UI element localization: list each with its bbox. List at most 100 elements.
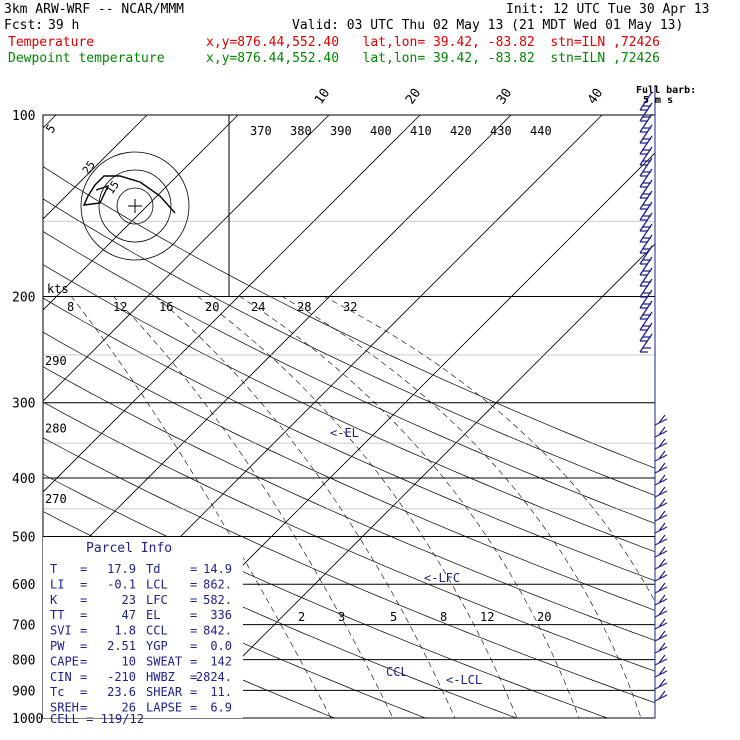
valid-time: Valid: 03 UTC Thu 02 May 13 (21 MDT Wed … (292, 18, 684, 33)
parcel-equals: = (80, 624, 87, 638)
parcel-equals: = (190, 624, 197, 638)
parcel-equals: = (80, 701, 87, 715)
parcel-equals: = (190, 593, 197, 607)
parcel-equals: = (190, 685, 197, 699)
wind-barb (654, 654, 668, 666)
parcel-equals: = (190, 639, 197, 653)
mixing-ratio-bottom-label: 5 (390, 610, 397, 624)
parcel-value: 336 (210, 608, 232, 622)
init-time: Init: 12 UTC Tue 30 Apr 13 (506, 2, 710, 17)
wind-speed-reference-line (322, 295, 655, 603)
parcel-label: Tc (50, 685, 64, 699)
hodograph-ring (80, 151, 190, 261)
parcel-box-bg (43, 537, 243, 718)
wind-speed-reference-line (112, 295, 394, 718)
parcel-value: 47 (122, 608, 136, 622)
isotherm-line (43, 115, 239, 311)
wind-barb (654, 414, 668, 426)
parcel-equals: = (80, 654, 87, 668)
theta-label: 410 (410, 124, 432, 138)
wind-barb (654, 582, 668, 594)
hodograph-ring-label: 15 (104, 178, 122, 196)
mixing-ratio-top-label: 12 (113, 300, 127, 314)
theta-label: 390 (330, 124, 352, 138)
pressure-tick-label: 800 (12, 654, 35, 669)
parcel-value: 11. (210, 685, 232, 699)
parcel-equals: = (190, 577, 197, 591)
parcel-value: 1.8 (114, 624, 136, 638)
parcel-label: PW (50, 639, 65, 653)
parcel-equals: = (80, 608, 87, 622)
theta-left-label: 290 (45, 354, 67, 368)
theta-label: 400 (370, 124, 392, 138)
mixing-ratio-top-label: 28 (297, 300, 311, 314)
theta-label: 420 (450, 124, 472, 138)
temperature-legend-info: x,y=876.44,552.40 lat,lon= 39.42, -83.82… (206, 35, 660, 50)
parcel-value: 26 (122, 701, 136, 715)
parcel-value: 14.9 (203, 562, 232, 576)
hodograph-ring-label: 5 (43, 122, 59, 136)
wind-barb (654, 474, 668, 486)
parcel-label: YGP (146, 639, 168, 653)
parcel-label: T (50, 562, 57, 576)
wind-barb (639, 333, 653, 353)
dewpoint-legend-label: Dewpoint temperature (8, 51, 165, 66)
parcel-label: Td (146, 562, 160, 576)
parcel-value: 2.51 (107, 639, 136, 653)
isotherm-line (180, 243, 655, 718)
parcel-value: 6.9 (210, 701, 232, 715)
hodograph-ring (98, 169, 172, 243)
parcel-label: EL (146, 608, 160, 622)
wind-barb (654, 618, 668, 630)
wind-barb (654, 594, 668, 606)
temperature-tick-label: 40 (585, 86, 606, 107)
hodograph: 5 25 15 kts (43, 122, 190, 296)
parcel-label: LFC (146, 593, 168, 607)
parcel-value: 2824. (196, 670, 232, 684)
temperature-tick-label: 30 (494, 86, 515, 107)
forecast-hour: 39 h (48, 18, 80, 33)
parcel-value: -210 (107, 670, 136, 684)
isotherm-line (43, 115, 148, 220)
pressure-tick-label: 1000 (12, 712, 43, 727)
parcel-value: 582. (203, 593, 232, 607)
wind-barb (654, 606, 668, 618)
parcel-equals: = (190, 654, 197, 668)
parcel-label: CAPE (50, 654, 79, 668)
wind-barb (654, 642, 668, 654)
parcel-label: SWEAT (146, 654, 182, 668)
wind-speed-reference-line (280, 295, 642, 718)
level-marker-lfc: <-LFC (424, 571, 460, 585)
parcel-label: K (50, 593, 58, 607)
pressure-tick-label: 300 (12, 397, 35, 412)
parcel-equals: = (190, 701, 197, 715)
parcel-label: CIN (50, 670, 72, 684)
pressure-tick-label: 400 (12, 472, 35, 487)
parcel-info-box: Parcel Info T = 17.9 Td = 14.9 LI = -0.1 LCL = 862. K… (43, 537, 243, 726)
parcel-label: LAPSE (146, 701, 182, 715)
wind-barb (654, 678, 668, 690)
parcel-title: Parcel Info (86, 541, 172, 556)
wind-barb (654, 546, 668, 558)
theta-label: 370 (250, 124, 272, 138)
pressure-tick-label: 100 (12, 109, 35, 124)
parcel-equals: = (80, 639, 87, 653)
parcel-equals: = (80, 562, 87, 576)
pressure-tick-label: 200 (12, 291, 35, 306)
parcel-cell: CELL = 119/12 (50, 712, 144, 726)
dewpoint-legend-info: x,y=876.44,552.40 lat,lon= 39.42, -83.82… (206, 51, 660, 66)
parcel-value: -0.1 (107, 577, 136, 591)
forecast-label: Fcst: (4, 18, 44, 33)
wind-speed-reference-line (154, 295, 456, 718)
parcel-label: LCL (146, 577, 168, 591)
parcel-value: 142 (210, 654, 232, 668)
parcel-equals: = (80, 593, 87, 607)
mixing-ratio-top-label: 32 (343, 300, 357, 314)
level-marker-lcl: <-LCL (446, 673, 482, 687)
temperature-legend-label: Temperature (8, 35, 95, 50)
mixing-ratio-bottom-label: 20 (537, 610, 551, 624)
hodograph-ring-label: 25 (80, 158, 98, 176)
theta-label: 430 (490, 124, 512, 138)
mixing-ratio-bottom-label: 8 (440, 610, 447, 624)
